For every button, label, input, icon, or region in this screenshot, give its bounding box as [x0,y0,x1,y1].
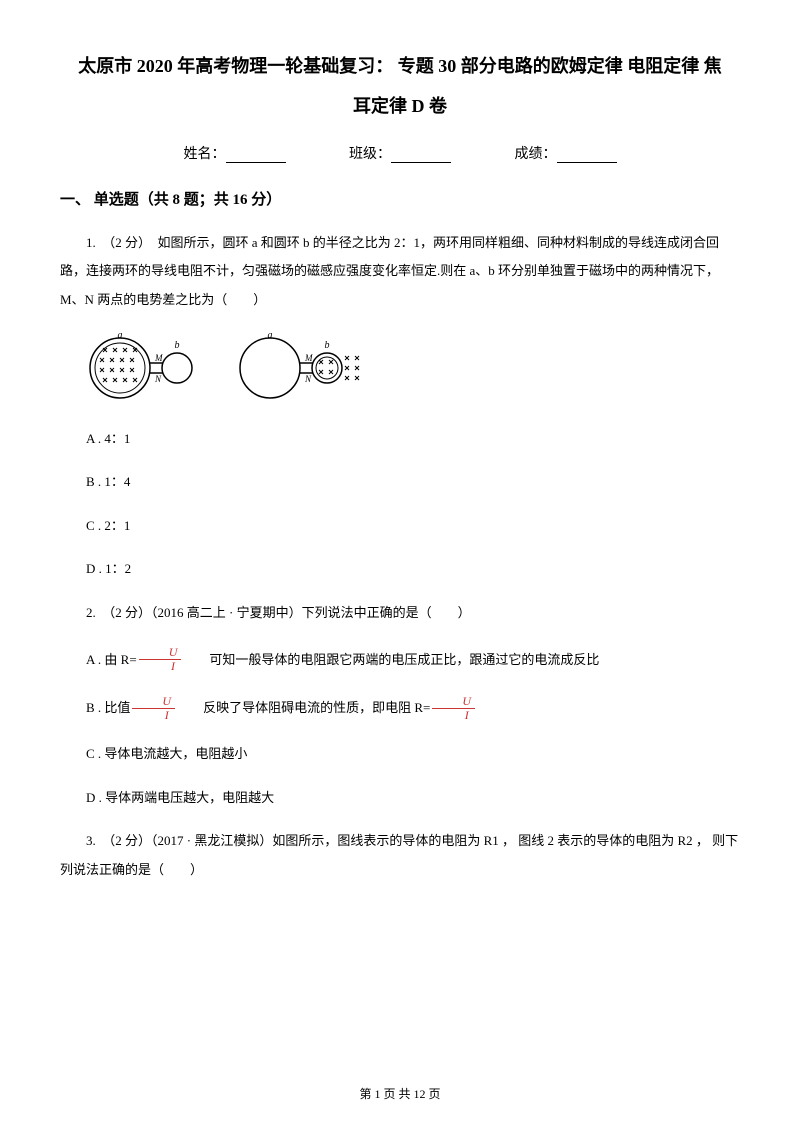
name-blank[interactable] [226,149,286,163]
info-line: 姓名： 班级： 成绩： [60,143,740,163]
question-1-text: 1. （2 分） 如图所示，圆环 a 和圆环 b 的半径之比为 2：1，两环用同… [60,229,740,315]
name-field: 姓名： [184,143,286,163]
svg-text:a: a [118,330,123,341]
q2-b-pre: B . 比值 [60,691,130,725]
q2-option-c: C . 导体电流越大，电阻越小 [60,740,740,769]
score-label: 成绩： [515,147,557,162]
q2-option-b: B . 比值 U I 反映了导体阻碍电流的性质，即电阻 R= U I [60,691,740,725]
score-blank[interactable] [557,149,617,163]
frac-den: I [141,660,179,673]
frac-num: U [432,695,475,709]
q1-option-a: A . 4：1 [60,425,740,454]
page-footer: 第 1 页 共 12 页 [0,1085,800,1102]
frac-den: I [435,709,473,722]
svg-text:M: M [154,353,163,363]
title-line-2: 耳定律 D 卷 [60,90,740,122]
fraction-u-i: U I [139,646,182,673]
section-1-header: 一、 单选题（共 8 题；共 16 分） [60,188,740,209]
q1-option-b: B . 1：4 [60,468,740,497]
q2-b-mid: 反映了导体阻碍电流的性质，即电阻 R= [177,691,430,725]
svg-text:N: N [154,374,162,384]
svg-text:N: N [304,374,312,384]
frac-num: U [139,646,182,660]
svg-text:a: a [268,330,273,341]
question-3-text: 3. （2 分）（2017 · 黑龙江模拟）如图所示，图线表示的导体的电阻为 R… [60,827,740,884]
q2-a-pre: A . 由 R= [60,643,137,677]
title-line-1: 太原市 2020 年高考物理一轮基础复习： 专题 30 部分电路的欧姆定律 电阻… [60,50,740,82]
class-blank[interactable] [391,149,451,163]
score-field: 成绩： [515,143,617,163]
rings-diagram: a M N b a M N [85,330,405,400]
question-1-figure: a M N b a M N [85,330,740,405]
name-label: 姓名： [184,147,226,162]
q2-option-a: A . 由 R= U I 可知一般导体的电阻跟它两端的电压成正比，跟通过它的电流… [60,643,740,677]
svg-text:b: b [325,340,330,351]
q2-a-post: 可知一般导体的电阻跟它两端的电压成正比，跟通过它的电流成反比 [183,643,599,677]
question-2-text: 2. （2 分）（2016 高二上 · 宁夏期中）下列说法中正确的是（ ） [60,599,740,628]
class-field: 班级： [349,143,451,163]
frac-den: I [135,709,173,722]
svg-text:M: M [304,353,313,363]
q2-option-d: D . 导体两端电压越大，电阻越大 [60,784,740,813]
fraction-u-i: U I [432,695,475,722]
frac-num: U [132,695,175,709]
q1-option-d: D . 1：2 [60,555,740,584]
class-label: 班级： [349,147,391,162]
q1-option-c: C . 2：1 [60,512,740,541]
svg-text:b: b [175,340,180,351]
fraction-u-i: U I [132,695,175,722]
